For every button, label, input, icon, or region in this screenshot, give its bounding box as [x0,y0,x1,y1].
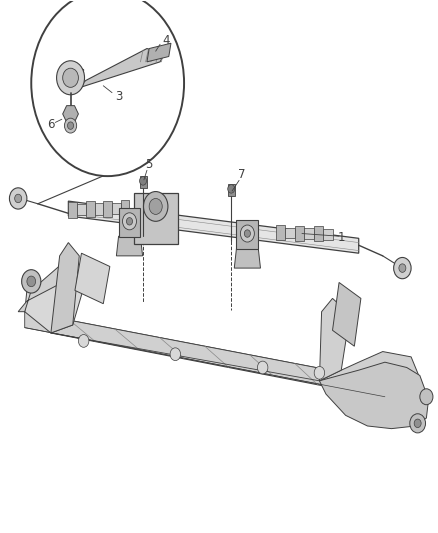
Polygon shape [295,226,304,240]
Circle shape [67,122,74,130]
Circle shape [127,217,133,225]
Polygon shape [86,201,95,217]
Polygon shape [285,228,295,238]
Circle shape [314,367,325,379]
Polygon shape [95,203,103,215]
Circle shape [123,213,137,230]
Polygon shape [237,220,258,249]
Circle shape [78,335,89,348]
Polygon shape [319,298,350,381]
Text: 4: 4 [163,34,170,47]
Circle shape [244,230,251,237]
Circle shape [410,414,426,433]
Polygon shape [112,203,121,214]
Polygon shape [323,229,332,239]
Polygon shape [314,227,323,241]
Polygon shape [304,228,314,239]
Circle shape [258,361,268,374]
Polygon shape [77,49,164,88]
Circle shape [240,225,254,242]
Polygon shape [63,106,78,122]
Polygon shape [25,266,84,333]
Polygon shape [147,43,171,62]
Text: 7: 7 [238,168,246,181]
Polygon shape [75,253,110,304]
Text: 5: 5 [145,158,153,171]
Polygon shape [140,175,147,188]
Circle shape [414,419,421,427]
Polygon shape [119,208,141,237]
Circle shape [63,68,78,87]
Circle shape [57,61,85,95]
Polygon shape [51,243,79,333]
Circle shape [27,276,35,287]
Polygon shape [332,282,361,346]
Polygon shape [234,248,261,268]
Polygon shape [134,193,177,244]
Circle shape [149,198,162,214]
Polygon shape [319,362,428,429]
Circle shape [140,176,147,185]
Polygon shape [228,183,235,196]
Circle shape [420,389,433,405]
Polygon shape [68,201,359,253]
Circle shape [399,264,406,272]
Circle shape [21,270,41,293]
Circle shape [170,348,180,361]
Circle shape [144,191,168,221]
Polygon shape [68,201,77,217]
Polygon shape [117,236,143,256]
Polygon shape [60,64,84,91]
Circle shape [10,188,27,209]
Polygon shape [18,264,73,312]
Polygon shape [276,225,285,240]
Circle shape [14,194,21,203]
Polygon shape [25,312,385,397]
Circle shape [64,118,77,133]
Text: 6: 6 [47,118,55,131]
Polygon shape [121,200,130,216]
Polygon shape [77,204,86,215]
Polygon shape [103,201,112,217]
Text: 1: 1 [338,231,345,244]
Circle shape [228,184,235,193]
Circle shape [394,257,411,279]
Polygon shape [25,312,407,402]
Polygon shape [319,352,422,402]
Circle shape [31,0,184,176]
Text: 3: 3 [115,90,122,103]
